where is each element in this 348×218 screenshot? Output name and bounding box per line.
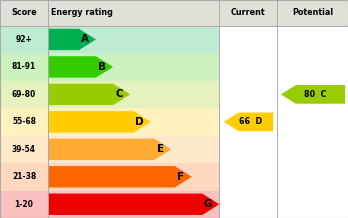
- Bar: [0, 26, 219, 53]
- Polygon shape: [48, 29, 96, 50]
- Bar: [0, 108, 219, 136]
- Polygon shape: [48, 84, 130, 105]
- Text: F: F: [177, 172, 184, 182]
- Bar: [219, 53, 348, 81]
- Text: 66  D: 66 D: [239, 117, 262, 126]
- Bar: [219, 163, 348, 191]
- Polygon shape: [48, 194, 219, 215]
- Bar: [0, 0, 348, 26]
- Bar: [219, 81, 348, 108]
- Polygon shape: [48, 56, 113, 78]
- Text: A: A: [81, 34, 89, 44]
- Bar: [0, 136, 219, 163]
- Text: Score: Score: [11, 8, 37, 17]
- Polygon shape: [281, 85, 345, 104]
- Bar: [219, 108, 348, 136]
- Bar: [219, 26, 348, 53]
- Text: 92+: 92+: [16, 35, 32, 44]
- Text: 80  C: 80 C: [304, 90, 326, 99]
- Text: D: D: [135, 117, 144, 127]
- Bar: [0, 191, 219, 218]
- Text: 69-80: 69-80: [12, 90, 36, 99]
- Text: 21-38: 21-38: [12, 172, 36, 181]
- Text: Energy rating: Energy rating: [51, 8, 113, 17]
- Text: B: B: [98, 62, 106, 72]
- Text: 55-68: 55-68: [12, 117, 36, 126]
- Text: 1-20: 1-20: [15, 200, 33, 209]
- Polygon shape: [48, 139, 171, 160]
- Text: E: E: [157, 144, 164, 154]
- Text: 39-54: 39-54: [12, 145, 36, 154]
- Bar: [0, 53, 219, 81]
- Polygon shape: [224, 112, 273, 131]
- Text: C: C: [115, 89, 123, 99]
- Bar: [0, 163, 219, 191]
- Text: G: G: [204, 199, 212, 209]
- Bar: [0, 81, 219, 108]
- Polygon shape: [48, 111, 151, 133]
- Bar: [219, 136, 348, 163]
- Text: Current: Current: [231, 8, 265, 17]
- Text: 81-91: 81-91: [12, 62, 36, 72]
- Polygon shape: [48, 166, 192, 187]
- Text: Potential: Potential: [292, 8, 333, 17]
- Bar: [219, 191, 348, 218]
